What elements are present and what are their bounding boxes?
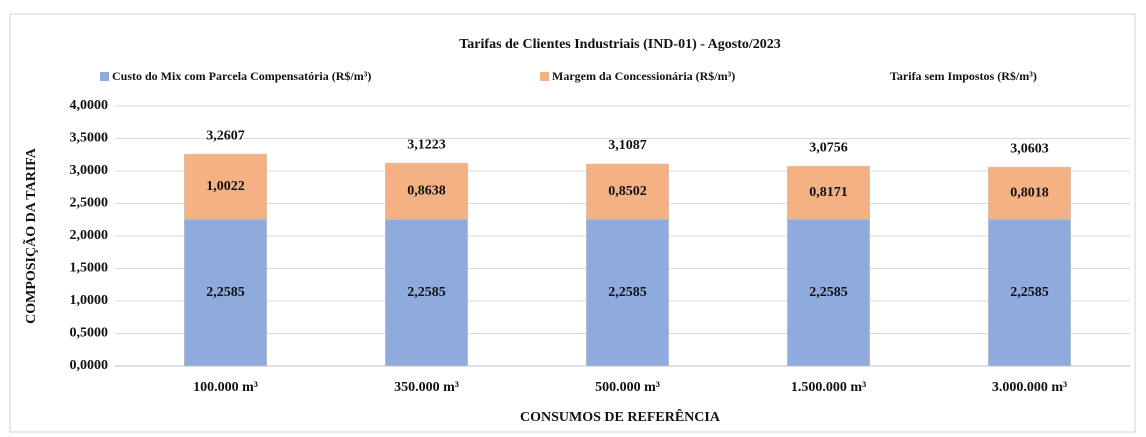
data-label: 2,2585 xyxy=(1010,285,1049,300)
bar-segment xyxy=(385,162,468,220)
data-label: 0,8638 xyxy=(407,183,446,198)
y-tick-label: 2,0000 xyxy=(70,228,109,243)
bar-segment xyxy=(787,218,870,367)
total-label: 3,2607 xyxy=(206,128,245,143)
total-label: 3,1087 xyxy=(608,138,647,153)
data-label: 2,2585 xyxy=(407,285,446,300)
total-label: 3,1223 xyxy=(407,137,446,152)
bar-segment xyxy=(988,218,1071,367)
y-tick-label: 0,5000 xyxy=(70,326,109,341)
data-label: 1,0022 xyxy=(206,179,245,194)
y-tick-label: 1,0000 xyxy=(70,293,109,308)
total-label: 3,0756 xyxy=(809,140,848,155)
y-tick-label: 3,5000 xyxy=(70,131,109,146)
x-tick-label: 100.000 m³ xyxy=(193,380,258,395)
x-tick-label: 3.000.000 m³ xyxy=(992,380,1067,395)
bar-segment xyxy=(787,165,870,220)
bar-segment xyxy=(184,153,267,220)
y-tick-label: 1,5000 xyxy=(70,261,109,276)
y-axis-title: COMPOSIÇÃO DA TARIFA xyxy=(21,147,39,324)
data-label: 2,2585 xyxy=(809,285,848,300)
y-tick-label: 2,5000 xyxy=(70,196,109,211)
bar-segment xyxy=(988,166,1071,220)
chart-title: Tarifas de Clientes Industriais (IND-01)… xyxy=(459,37,781,52)
data-label: 2,2585 xyxy=(206,285,245,300)
data-label: 2,2585 xyxy=(608,285,647,300)
x-axis-title: CONSUMOS DE REFERÊNCIA xyxy=(520,408,721,425)
y-tick-label: 4,0000 xyxy=(70,98,109,113)
x-tick-label: 500.000 m³ xyxy=(595,380,660,395)
bar-segment xyxy=(184,218,267,367)
y-tick-label: 0,0000 xyxy=(70,358,109,373)
x-tick-label: 1.500.000 m³ xyxy=(791,380,866,395)
legend-label: Margem da Concessionária (R$/m³) xyxy=(552,69,735,83)
legend-label: Custo do Mix com Parcela Compensatória (… xyxy=(112,69,371,83)
bar-segment xyxy=(586,218,669,367)
legend-swatch xyxy=(100,72,109,81)
data-label: 0,8018 xyxy=(1010,185,1049,200)
data-label: 0,8502 xyxy=(608,184,647,199)
legend-label: Tarifa sem Impostos (R$/m³) xyxy=(890,69,1037,83)
y-tick-label: 3,0000 xyxy=(70,163,109,178)
x-tick-label: 350.000 m³ xyxy=(394,380,459,395)
bar-segment xyxy=(385,218,468,367)
legend-swatch xyxy=(540,72,549,81)
total-label: 3,0603 xyxy=(1010,141,1049,156)
bar-segment xyxy=(586,163,669,220)
data-label: 0,8171 xyxy=(809,185,848,200)
